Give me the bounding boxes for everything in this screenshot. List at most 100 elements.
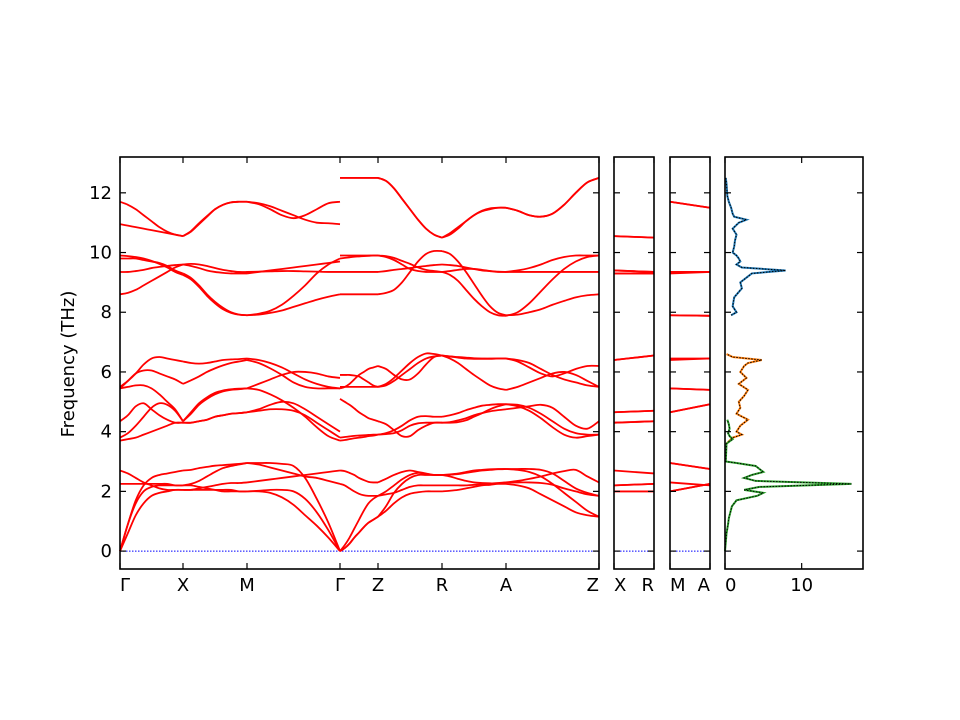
- phonon-band-line: [246, 257, 341, 317]
- panel-dos-frame: [724, 156, 864, 570]
- phonon-band-line: [182, 263, 247, 275]
- phonon-band-line: [669, 481, 711, 487]
- y-tick-label: 0: [101, 541, 112, 562]
- phonon-band-line: [119, 369, 184, 390]
- phonon-band-line: [505, 483, 600, 518]
- phonon-band-line: [505, 481, 600, 497]
- x-tick-label: Γ: [335, 575, 345, 596]
- phonon-band-line: [182, 262, 248, 273]
- projected-dos-line: [724, 419, 852, 552]
- phonon-band-line: [441, 403, 507, 418]
- phonon-band-line: [441, 206, 507, 239]
- phonon-band-line: [441, 250, 507, 317]
- phonon-band-line: [669, 200, 711, 209]
- phonon-band-line: [377, 420, 443, 438]
- phonon-band-line: [377, 352, 443, 388]
- x-tick-label: Z: [372, 575, 384, 596]
- phonon-band-line: [246, 488, 341, 552]
- phonon-band-line: [669, 357, 711, 361]
- x-tick-label: R: [436, 575, 449, 596]
- y-axis-label: Frequency (THz): [58, 291, 79, 438]
- phonon-band-line: [441, 474, 507, 485]
- phonon-band-line: [377, 177, 443, 239]
- phonon-band-line: [119, 469, 184, 552]
- panel-zx-frame: [613, 156, 655, 570]
- phonon-band-line: [613, 409, 655, 414]
- phonon-band-line: [613, 354, 655, 361]
- phonon-band-line: [339, 515, 379, 552]
- phonon-band-line: [182, 481, 248, 491]
- x-tick-label: X: [177, 575, 189, 596]
- phonon-band-line: [119, 402, 184, 424]
- x-tick-label: Z: [587, 575, 599, 596]
- phonon-band-line: [182, 387, 248, 422]
- dos-x-tick-label: 10: [790, 575, 813, 596]
- phonon-band-line: [613, 483, 655, 487]
- phonon-band-line: [377, 484, 443, 497]
- total-dos-line: [725, 177, 786, 316]
- phonon-band-line: [339, 398, 379, 423]
- phonon-band-line: [246, 469, 341, 484]
- phonon-band-line: [505, 357, 600, 378]
- x-tick-label: A: [500, 575, 513, 596]
- panel-main: Γ X M Γ Z R A Z 0 2 4 6 8 10 12: [89, 156, 600, 596]
- phonon-band-line: [246, 200, 341, 226]
- phonon-band-line: [119, 421, 184, 442]
- phonon-band-line: [377, 469, 443, 484]
- phonon-band-line: [339, 483, 378, 497]
- panel-main-frame: [119, 156, 600, 570]
- phonon-band-line: [441, 403, 507, 424]
- phonon-band-line: [339, 433, 379, 439]
- phonon-band-line: [505, 403, 600, 430]
- phonon-band-line: [441, 408, 507, 424]
- phonon-band-line: [377, 254, 443, 273]
- phonon-band-line: [246, 293, 341, 317]
- phonon-band-line: [441, 271, 507, 317]
- phonon-band-line: [669, 314, 711, 317]
- phonon-band-line: [441, 354, 507, 391]
- panel-dos: 0 10: [724, 156, 864, 596]
- phonon-band-line: [246, 490, 341, 552]
- phonon-band-line: [505, 468, 600, 484]
- phonon-band-line: [246, 270, 341, 273]
- panel-ma-frame: [669, 156, 711, 570]
- phonon-band-line: [377, 354, 443, 381]
- phonon-band-line: [182, 462, 248, 487]
- phonon-band-line: [247, 462, 341, 552]
- phonon-band-line: [505, 254, 599, 273]
- x-tick-label: R: [641, 575, 654, 596]
- projected-dos-line: [725, 353, 763, 445]
- phonon-band-line: [377, 354, 443, 388]
- phonon-band-line: [377, 471, 443, 497]
- phonon-band-line: [119, 200, 184, 238]
- x-tick-label: M: [670, 575, 686, 596]
- phonon-band-line: [505, 293, 600, 317]
- phonon-band-line: [441, 263, 507, 273]
- phonon-band-line: [613, 469, 655, 475]
- dos-x-tick-label: 0: [725, 575, 736, 596]
- phonon-band-line: [613, 235, 655, 239]
- phonon-band-line: [505, 403, 600, 436]
- phonon-band-line: [182, 200, 248, 237]
- phonon-band-line: [377, 415, 443, 436]
- x-tick-label: A: [698, 575, 711, 596]
- x-tick-label: M: [239, 575, 255, 596]
- phonon-band-line: [613, 420, 655, 424]
- phonon-band-line: [246, 357, 341, 390]
- phonon-band-line: [339, 365, 379, 390]
- y-tick-label: 2: [101, 481, 112, 502]
- phonon-band-line: [182, 357, 248, 365]
- phonon-band-line: [377, 177, 443, 239]
- x-tick-label: Γ: [120, 575, 130, 596]
- total-dos-line: [724, 419, 852, 552]
- phonon-band-line: [246, 462, 341, 485]
- total-dos-line: [726, 353, 762, 444]
- phonon-band-line: [340, 373, 379, 388]
- phonon-band-line: [182, 359, 248, 385]
- y-tick-label: 8: [101, 302, 112, 323]
- phonon-band-line: [120, 482, 184, 487]
- phonon-band-line: [182, 200, 248, 237]
- phonon-band-line: [119, 384, 184, 422]
- phonon-band-line: [119, 263, 184, 273]
